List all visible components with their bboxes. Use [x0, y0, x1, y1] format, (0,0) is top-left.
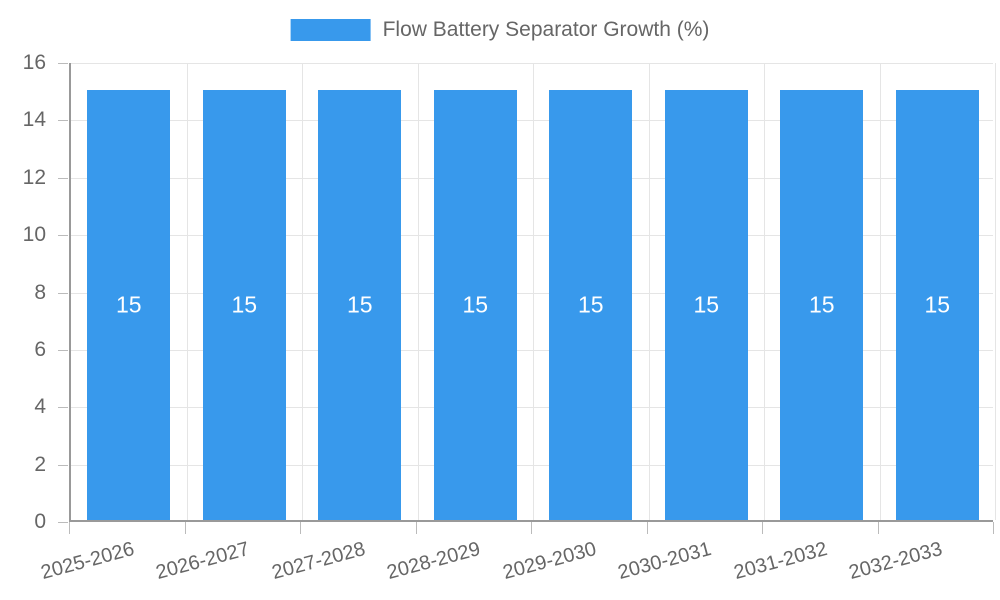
x-axis-tick	[762, 522, 763, 534]
gridline-horizontal	[71, 349, 993, 351]
gridline-vertical	[302, 63, 303, 520]
y-axis-tick-label: 6	[34, 337, 46, 361]
gridline-vertical	[186, 63, 188, 520]
gridline-horizontal	[71, 177, 993, 179]
bar-value-label: 15	[577, 291, 604, 318]
gridline-vertical	[879, 63, 881, 520]
bar-2032-2033: 15	[895, 89, 979, 520]
bar-2027-2028: 15	[318, 89, 402, 520]
x-axis-tick	[184, 522, 186, 534]
y-axis-tick-label: 12	[22, 165, 46, 189]
gridline-horizontal	[71, 63, 993, 64]
x-axis-tick	[531, 522, 532, 534]
y-axis-tick	[58, 407, 68, 409]
bar-value-label: 15	[924, 291, 951, 318]
gridline-vertical	[648, 63, 650, 520]
x-axis-tick-label: 2030-2031	[615, 538, 714, 585]
x-axis-tick-label: 2026-2027	[153, 538, 252, 585]
x-axis-tick	[415, 522, 417, 534]
legend-swatch	[290, 19, 371, 41]
gridline-horizontal	[71, 120, 993, 122]
y-axis-tick-label: 14	[22, 108, 46, 132]
x-axis-tick	[69, 522, 70, 534]
bar-2029-2030: 15	[549, 89, 633, 520]
y-axis-tick-label: 16	[22, 51, 46, 74]
y-axis-tick-label: 10	[22, 223, 46, 247]
x-axis-tick	[646, 522, 648, 534]
x-axis-tick-label: 2032-2033	[846, 538, 945, 585]
x-axis-tick	[993, 522, 994, 534]
bar-2030-2031: 15	[664, 89, 748, 520]
x-axis-tick-label: 2028-2029	[384, 538, 483, 585]
legend-label: Flow Battery Separator Growth (%)	[382, 18, 710, 41]
gridline-horizontal	[71, 235, 993, 237]
bar-value-label: 15	[346, 291, 373, 318]
bar-value-label: 15	[115, 291, 142, 318]
y-axis-tick-label: 4	[34, 395, 46, 419]
y-axis-tick	[58, 63, 68, 64]
x-axis-tick-label: 2031-2032	[731, 538, 830, 585]
y-axis-tick-label: 0	[34, 510, 46, 533]
gridline-horizontal	[71, 292, 993, 294]
y-axis-tick	[58, 522, 68, 523]
gridline-vertical	[533, 63, 534, 520]
bar-2026-2027: 15	[202, 89, 286, 520]
y-axis-tick	[58, 292, 68, 294]
gridline-vertical	[764, 63, 765, 520]
y-axis-tick	[58, 235, 68, 237]
bar-value-label: 15	[808, 291, 835, 318]
y-axis-tick	[58, 349, 68, 351]
bar-2025-2026: 15	[87, 89, 171, 520]
bar-value-label: 15	[462, 291, 489, 318]
gridline-horizontal	[71, 464, 993, 466]
gridline-vertical	[995, 63, 996, 520]
x-axis-tick-label: 2027-2028	[269, 538, 368, 585]
y-axis-tick-label: 2	[34, 452, 46, 476]
y-axis-tick	[58, 464, 68, 466]
legend-item[interactable]: Flow Battery Separator Growth (%)	[290, 18, 710, 42]
y-axis-tick	[58, 120, 68, 122]
x-axis-tick-label: 2029-2030	[500, 538, 599, 585]
y-axis-tick	[58, 177, 68, 179]
plot-area: 15 15 15 15 15 15 15 15	[69, 63, 996, 522]
bar-2028-2029: 15	[433, 89, 517, 520]
bar-value-label: 15	[231, 291, 258, 318]
gridline-horizontal	[71, 407, 993, 409]
x-axis-tick-label: 2025-2026	[38, 538, 137, 585]
bar-value-label: 15	[693, 291, 720, 318]
x-axis-tick	[300, 522, 301, 534]
x-axis-tick	[877, 522, 879, 534]
gridline-vertical	[417, 63, 419, 520]
bar-2031-2032: 15	[780, 89, 864, 520]
y-axis-tick-label: 8	[34, 280, 46, 304]
